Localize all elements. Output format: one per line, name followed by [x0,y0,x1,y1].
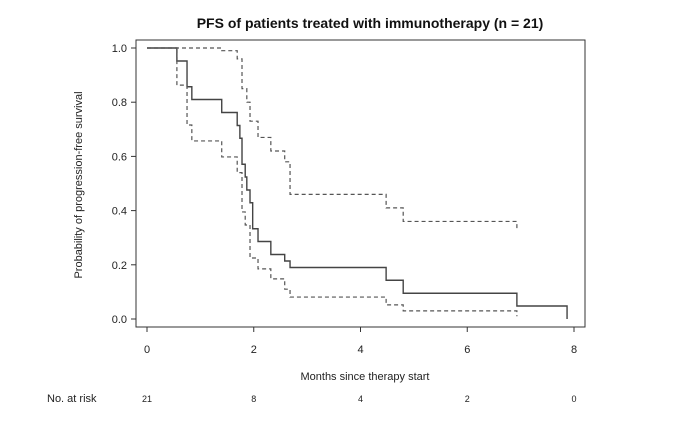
y-tick-label: 0.6 [112,151,127,163]
x-tick-label: 8 [571,344,577,356]
km-curve [147,47,568,319]
y-tick-label: 0.0 [112,314,127,326]
y-tick-label: 1.0 [112,43,127,55]
x-axis-label: Months since therapy start [300,371,429,383]
x-tick-label: 4 [357,344,363,356]
y-tick-label: 0.8 [112,97,127,109]
x-tick-label: 6 [464,344,470,356]
x-tick-label: 0 [144,344,150,356]
plot-frame [135,39,586,328]
risk-count: 8 [251,394,256,404]
lower-ci-curve [147,47,518,317]
risk-count: 2 [465,394,470,404]
x-axis: 0 2 4 6 8 [144,327,577,356]
risk-count: 4 [358,394,363,404]
y-axis-label: Probability of progression-free survival [73,91,85,278]
x-tick-label: 2 [251,344,257,356]
upper-ci-curve [147,47,518,230]
risk-count: 21 [142,394,152,404]
risk-table-label: No. at risk [47,393,97,405]
risk-table: 21 8 4 2 0 [142,394,577,404]
risk-count: 0 [571,394,576,404]
y-axis: 0.0 0.2 0.4 0.6 0.8 1.0 [112,43,136,326]
y-tick-label: 0.4 [112,206,127,218]
curves [147,47,568,319]
chart-title: PFS of patients treated with immunothera… [197,15,544,31]
y-tick-label: 0.2 [112,260,127,272]
